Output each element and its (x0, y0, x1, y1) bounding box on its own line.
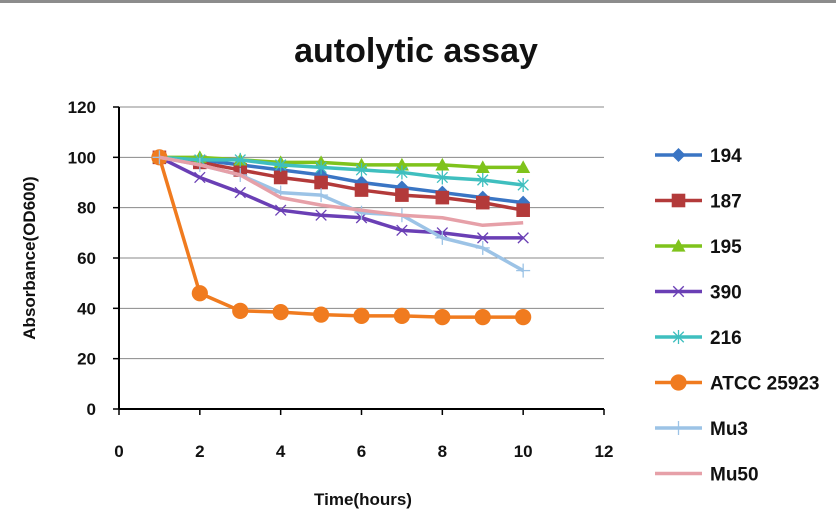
legend-label-195: 195 (710, 237, 742, 258)
legend-item-mu50: Mu50 (655, 465, 759, 486)
data-point-atcc-25923 (312, 306, 330, 323)
data-point-216 (355, 162, 368, 177)
x-tick-label: 2 (195, 442, 204, 461)
data-point-atcc-25923 (191, 285, 208, 302)
axes (113, 106, 605, 415)
data-point-atcc-25923 (434, 309, 451, 326)
data-point-mu3 (435, 230, 450, 245)
data-point-187 (395, 188, 409, 202)
x-tick-label: 12 (595, 442, 614, 461)
x-tick-labels: 0 2 4 6 8 10 12 (114, 442, 613, 461)
data-point-216 (234, 152, 246, 167)
data-point-atcc-25923 (232, 302, 249, 319)
data-point-187 (273, 170, 288, 185)
legend-label-390: 390 (710, 283, 742, 304)
data-point-atcc-25923 (474, 309, 491, 326)
legend-marker-mu3 (671, 421, 686, 435)
series-line-194 (159, 155, 524, 205)
data-point-390 (396, 224, 408, 237)
legend-marker-194 (671, 148, 686, 162)
series-line-216 (159, 155, 524, 187)
legend-label-187: 187 (710, 192, 742, 213)
data-point-mu3 (516, 263, 531, 278)
data-point-187 (354, 183, 369, 197)
legend: 194 187 195 390 216 ATCC 25923 Mu3 Mu50 (655, 146, 819, 486)
legend-marker-216 (672, 330, 685, 344)
legend-item-216: 216 (655, 328, 742, 349)
data-point-195 (394, 157, 409, 171)
data-point-390 (194, 171, 206, 184)
legend-label-194: 194 (710, 146, 742, 167)
series-line-mu50 (159, 155, 524, 228)
series-line-187 (159, 155, 524, 212)
data-point-atcc-25923 (515, 309, 532, 326)
data-point-390 (274, 204, 287, 216)
data-point-390 (477, 232, 489, 244)
x-tick-label: 8 (438, 442, 447, 461)
series-line-390 (158, 155, 524, 240)
legend-label-216: 216 (710, 328, 742, 349)
data-point-390 (315, 209, 327, 221)
legend-item-194: 194 (655, 146, 742, 167)
y-tick-label: 120 (68, 98, 96, 117)
data-point-atcc-25923 (353, 307, 370, 324)
x-tick-label: 6 (357, 442, 366, 461)
data-point-216 (274, 157, 287, 172)
legend-item-atcc-25923: ATCC 25923 (655, 374, 819, 395)
y-tick-label: 100 (68, 148, 96, 167)
chart-title: autolytic assay (294, 32, 538, 70)
data-point-mu3 (314, 188, 329, 203)
legend-marker-atcc-25923 (670, 374, 687, 391)
legend-item-390: 390 (655, 283, 742, 304)
top-border (0, 0, 836, 3)
y-tick-label: 80 (77, 199, 96, 218)
data-point-187 (314, 175, 328, 190)
data-point-atcc-25923 (272, 304, 289, 321)
y-tick-label: 40 (77, 299, 96, 318)
series-line-mu3 (159, 155, 525, 273)
data-point-195 (435, 157, 450, 171)
data-point-390 (234, 186, 246, 199)
data-point-195 (516, 160, 531, 173)
data-point-187 (435, 190, 450, 205)
legend-item-195: 195 (655, 237, 742, 258)
y-tick-label: 20 (77, 350, 96, 369)
legend-marker-187 (671, 193, 686, 208)
data-point-390 (517, 232, 529, 244)
legend-item-mu3: Mu3 (655, 419, 748, 440)
x-tick-label: 4 (276, 442, 286, 461)
legend-marker-390 (672, 285, 685, 298)
y-tick-label: 60 (77, 249, 96, 268)
y-axis-label: Absorbance(OD600) (20, 176, 39, 339)
data-point-216 (477, 172, 489, 187)
x-tick-label: 10 (514, 442, 533, 461)
x-tick-label: 0 (114, 442, 123, 461)
plot-area (151, 149, 532, 326)
data-point-187 (516, 203, 530, 217)
series-mu50 (159, 155, 524, 228)
y-tick-labels: 0 20 40 60 80 100 120 (68, 98, 96, 419)
series-line-atcc-25923 (157, 156, 524, 319)
x-axis-label: Time(hours) (314, 490, 412, 509)
data-point-216 (436, 170, 449, 185)
legend-item-187: 187 (655, 192, 742, 213)
legend-label-mu50: Mu50 (710, 465, 759, 486)
data-point-195 (475, 160, 490, 173)
data-point-216 (396, 165, 408, 180)
data-point-187 (475, 195, 490, 210)
legend-label-atcc-25923: ATCC 25923 (710, 374, 819, 395)
data-point-atcc-25923 (393, 307, 411, 324)
data-point-216 (315, 160, 327, 175)
legend-marker-195 (671, 239, 686, 252)
data-point-216 (517, 178, 529, 193)
legend-label-mu3: Mu3 (710, 419, 748, 440)
data-point-mu3 (354, 205, 369, 220)
series-atcc-25923 (151, 149, 532, 326)
data-point-mu3 (475, 240, 490, 255)
y-tick-label: 0 (87, 400, 96, 419)
